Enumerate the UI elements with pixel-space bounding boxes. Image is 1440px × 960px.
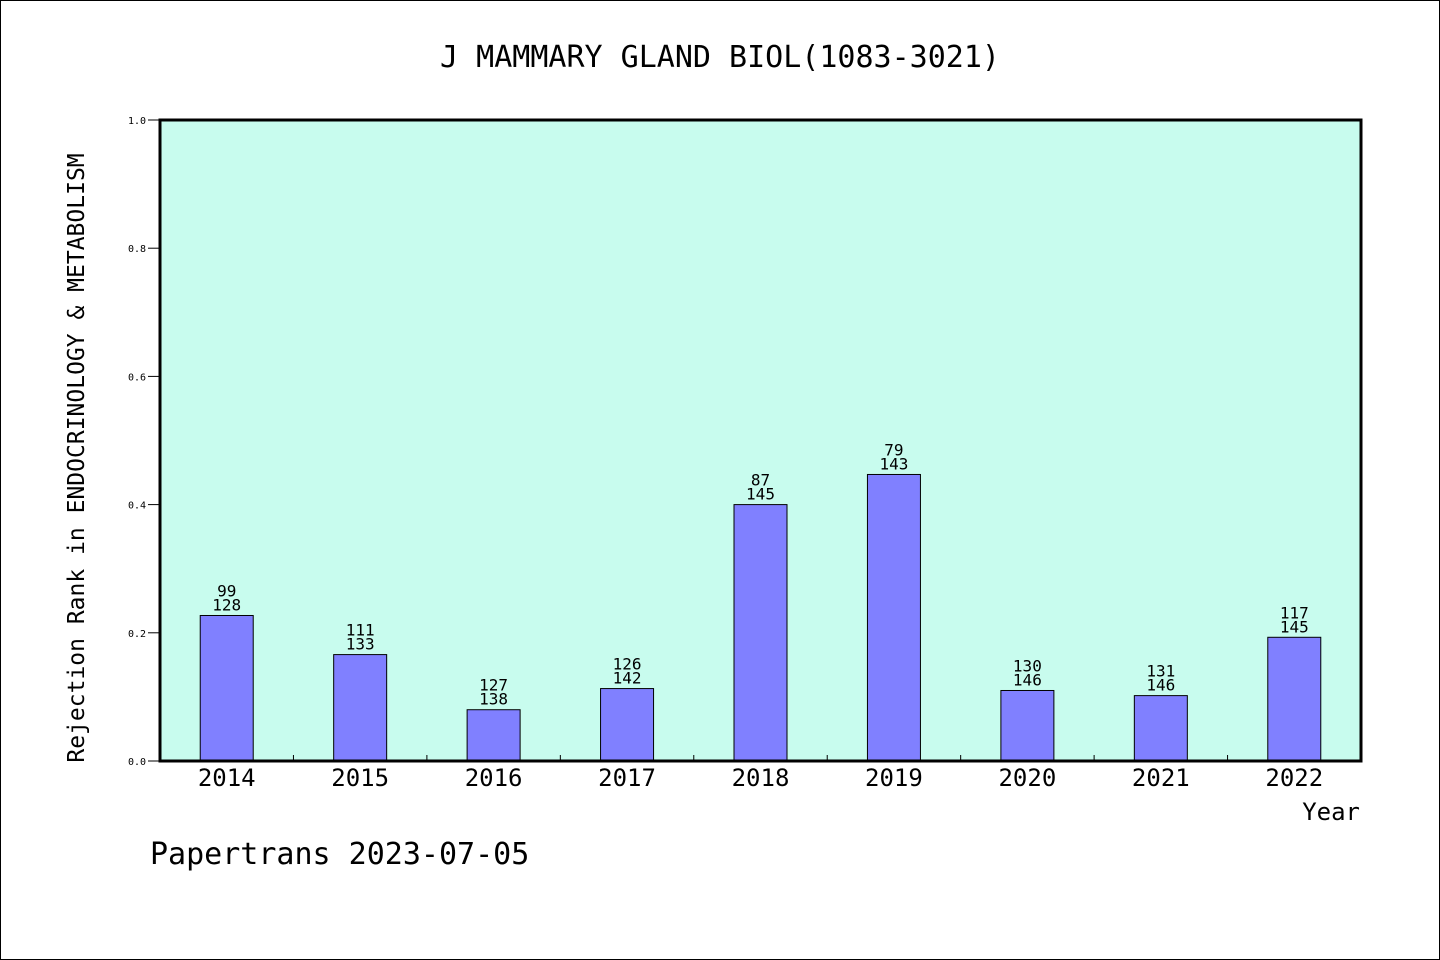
bar-label-bottom: 146: [1146, 676, 1175, 695]
footer-text: Papertrans 2023-07-05: [150, 837, 529, 872]
y-tick-label: 0.2: [128, 629, 146, 640]
y-tick-label: 0.6: [128, 372, 146, 383]
bar-label-top: 126: [613, 655, 642, 674]
bar-label-bottom: 145: [1280, 617, 1309, 636]
bar-label-bottom: 138: [479, 690, 508, 709]
x-tick-label: 2020: [998, 764, 1056, 792]
y-axis-ticks: 0.0 0.2 0.4 0.6 0.8 1.0: [128, 116, 160, 768]
x-tick-label: 2016: [465, 764, 523, 792]
bar: [1000, 689, 1055, 762]
bar: [600, 688, 655, 762]
y-tick-label: 1.0: [128, 116, 146, 127]
bar-label-bottom: 142: [613, 669, 642, 688]
x-tick-label: 2014: [198, 764, 256, 792]
x-tick-label: 2017: [598, 764, 656, 792]
bar-label-top: 111: [346, 621, 375, 640]
bar-label-top: 117: [1280, 603, 1309, 622]
x-tick-label: 2021: [1132, 764, 1190, 792]
bar-label-top: 99: [217, 581, 236, 600]
bar-label-top: 87: [751, 471, 770, 490]
plot-border: [158, 118, 1363, 763]
bar-label-bottom: 145: [746, 485, 775, 504]
y-tick-label: 0.0: [128, 757, 146, 768]
bar: [199, 614, 254, 762]
bar-label-top: 79: [884, 440, 903, 459]
bar: [466, 709, 521, 762]
bar-label-bottom: 128: [212, 595, 241, 614]
x-axis-ticks: 2014 2015 2016 2017 2018 2019 2020 2021 2022: [198, 755, 1323, 792]
bar-label-bottom: 143: [879, 454, 908, 473]
chart-title: J MAMMARY GLAND BIOL(1083-3021): [440, 40, 1000, 75]
y-axis-label: Rejection Rank in ENDOCRINOLOGY & METABO…: [64, 153, 90, 762]
x-axis-label: Year: [1302, 798, 1360, 826]
bar-label-top: 131: [1146, 662, 1175, 681]
x-tick-label: 2022: [1265, 764, 1323, 792]
x-tick-label: 2019: [865, 764, 923, 792]
y-tick-label: 0.8: [128, 244, 146, 255]
bar: [333, 654, 388, 762]
bar-label-bottom: 133: [346, 635, 375, 654]
y-tick-label: 0.4: [128, 501, 146, 512]
x-tick-label: 2018: [732, 764, 790, 792]
bar-label-top: 127: [479, 676, 508, 695]
bar: [866, 473, 921, 762]
bar-label-top: 130: [1013, 656, 1042, 675]
bar: [1267, 636, 1322, 762]
bar-label-bottom: 146: [1013, 670, 1042, 689]
bar: [1133, 695, 1188, 762]
bar: [733, 504, 788, 762]
x-tick-label: 2015: [331, 764, 389, 792]
